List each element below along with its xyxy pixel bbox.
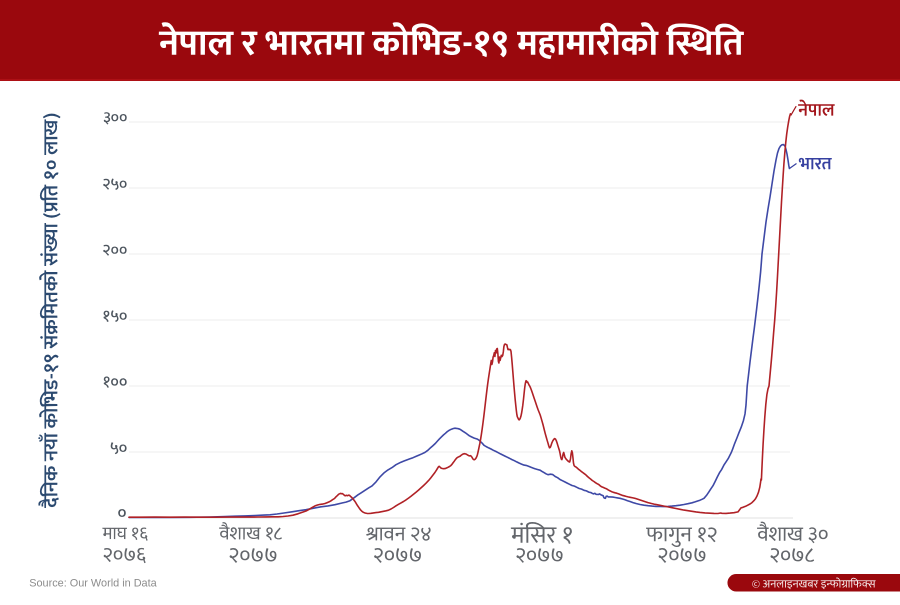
- svg-text:Source: Our World in Data: Source: Our World in Data: [29, 578, 157, 590]
